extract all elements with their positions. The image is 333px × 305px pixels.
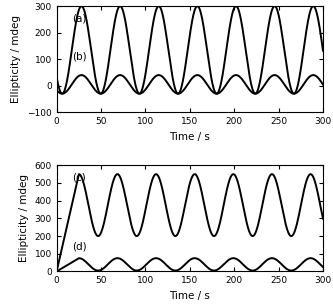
Text: (c): (c) bbox=[73, 173, 86, 183]
Text: (d): (d) bbox=[73, 242, 87, 252]
X-axis label: Time / s: Time / s bbox=[169, 132, 210, 142]
Y-axis label: Ellipticity / mdeg: Ellipticity / mdeg bbox=[11, 15, 21, 103]
Text: (a): (a) bbox=[73, 13, 87, 23]
X-axis label: Time / s: Time / s bbox=[169, 291, 210, 301]
Y-axis label: Ellipticity / mdeg: Ellipticity / mdeg bbox=[19, 174, 29, 262]
Text: (b): (b) bbox=[73, 52, 87, 62]
